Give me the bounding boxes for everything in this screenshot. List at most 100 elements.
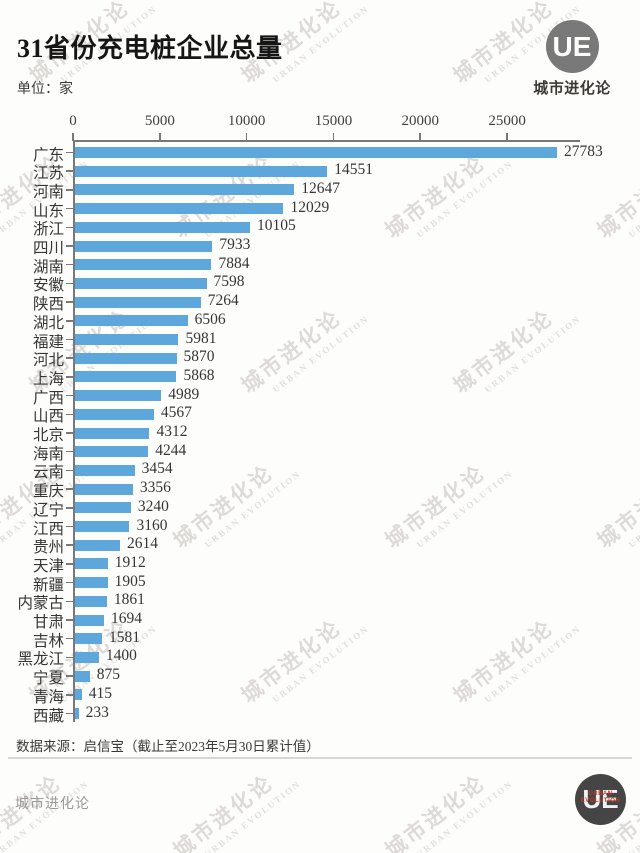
x-axis-tick (159, 132, 161, 141)
x-axis-tick (419, 132, 422, 141)
bar-value-label: 1912 (114, 553, 146, 571)
bar (74, 464, 135, 476)
bar-category-label: 内蒙古 (17, 595, 64, 613)
bar (74, 614, 104, 626)
bar-value-label: 1905 (114, 572, 146, 590)
bar-category-label: 山西 (32, 408, 64, 426)
bar-category-label: 上海 (32, 370, 64, 388)
bar-category-label: 山东 (32, 202, 64, 220)
x-axis-tick-label: 5000 (144, 113, 175, 129)
bar-value-label: 1581 (109, 628, 141, 646)
y-axis-tick (66, 245, 73, 247)
bar-category-label: 重庆 (32, 483, 64, 501)
bar-value-label: 5870 (183, 348, 215, 366)
bar-category-label: 宁夏 (32, 670, 64, 688)
bar-value-label: 233 (85, 703, 109, 721)
bar-value-label: 27783 (563, 142, 603, 160)
y-axis-tick (66, 488, 73, 490)
bar-category-label: 海南 (32, 445, 64, 463)
y-axis-tick (66, 619, 73, 621)
bar-value-label: 4989 (168, 385, 200, 403)
y-axis-tick (66, 282, 73, 285)
y-axis-tick (66, 413, 73, 416)
y-axis-tick (66, 226, 73, 229)
footer-divider (8, 757, 632, 759)
bar (74, 427, 150, 439)
bar (74, 577, 108, 589)
y-axis-tick (66, 712, 73, 715)
bar (74, 708, 79, 719)
bar-value-label: 4312 (156, 423, 188, 440)
bar (74, 539, 120, 551)
x-axis-tick-label: 10000 (227, 113, 266, 129)
bar (74, 296, 201, 308)
data-source: 数据来源：启信宝（截止至2023年5月30日累计值） (16, 739, 320, 754)
y-axis-tick (66, 394, 73, 397)
y-axis-tick (66, 450, 73, 453)
y-axis-tick (66, 600, 73, 603)
bar-value-label: 875 (96, 666, 121, 684)
bar (74, 277, 207, 289)
bar (74, 371, 177, 383)
bar (74, 334, 179, 345)
bar-value-label: 4567 (160, 404, 192, 422)
x-axis-tick-label: 20000 (401, 113, 440, 129)
bar-category-label: 福建 (32, 333, 64, 351)
bar-category-label: 黑龙江 (17, 651, 64, 669)
y-axis-tick (66, 581, 73, 584)
bar-value-label: 3240 (137, 497, 169, 515)
bar-category-label: 辽宁 (32, 501, 64, 519)
bar-value-label: 7598 (213, 273, 245, 291)
bar-value-label: 14551 (334, 161, 373, 179)
x-axis-tick-label: 0 (69, 113, 77, 129)
y-axis-tick (66, 320, 73, 322)
bar-value-label: 12647 (301, 179, 340, 197)
bar (74, 221, 251, 233)
y-axis-tick (66, 263, 73, 266)
brand-footer: UE URBAN EVOLUTION (575, 774, 626, 825)
x-axis-tick (72, 132, 74, 141)
y-axis-tick (66, 637, 73, 640)
bar-value-label: 5981 (185, 329, 217, 347)
bar-category-label: 江苏 (32, 165, 64, 183)
footer-brand-text: 城市进化论 (15, 797, 90, 812)
bar (74, 315, 188, 327)
bar (74, 408, 154, 420)
y-axis-tick (66, 151, 73, 154)
bar (74, 203, 284, 215)
bar-value-label: 415 (88, 684, 113, 702)
x-axis-line (73, 140, 580, 142)
bar (74, 521, 130, 532)
y-axis-tick (66, 563, 73, 565)
y-axis-tick (66, 170, 73, 172)
bar-value-label: 7264 (207, 292, 239, 310)
bar-category-label: 安徽 (32, 277, 64, 295)
bar-category-label: 四川 (32, 240, 64, 257)
y-axis-tick (66, 694, 73, 696)
bar (74, 670, 90, 682)
bar (74, 502, 131, 514)
bar-value-label: 7884 (218, 254, 250, 272)
x-axis-tick (506, 132, 508, 141)
y-axis-tick (66, 432, 73, 434)
bar-value-label: 6506 (194, 310, 226, 328)
bar (74, 558, 108, 570)
bar-category-label: 青海 (32, 688, 64, 706)
bar (74, 147, 557, 158)
y-axis-tick (66, 189, 73, 191)
y-axis-tick (66, 544, 73, 546)
bar-value-label: 1861 (113, 591, 145, 609)
bar-category-label: 广东 (32, 146, 64, 164)
bar-category-label: 贵州 (32, 539, 64, 557)
y-axis-tick (66, 301, 73, 303)
y-axis-tick (66, 338, 73, 341)
bar-category-label: 广西 (32, 389, 64, 407)
bar (74, 689, 82, 701)
bar-category-label: 湖南 (32, 258, 64, 276)
y-axis-tick (66, 507, 73, 509)
bar-category-label: 陕西 (32, 296, 64, 314)
bar-value-label: 3160 (136, 516, 168, 534)
x-axis-tick (332, 132, 335, 141)
ue-logo-english: URBAN EVOLUTION (580, 791, 621, 804)
